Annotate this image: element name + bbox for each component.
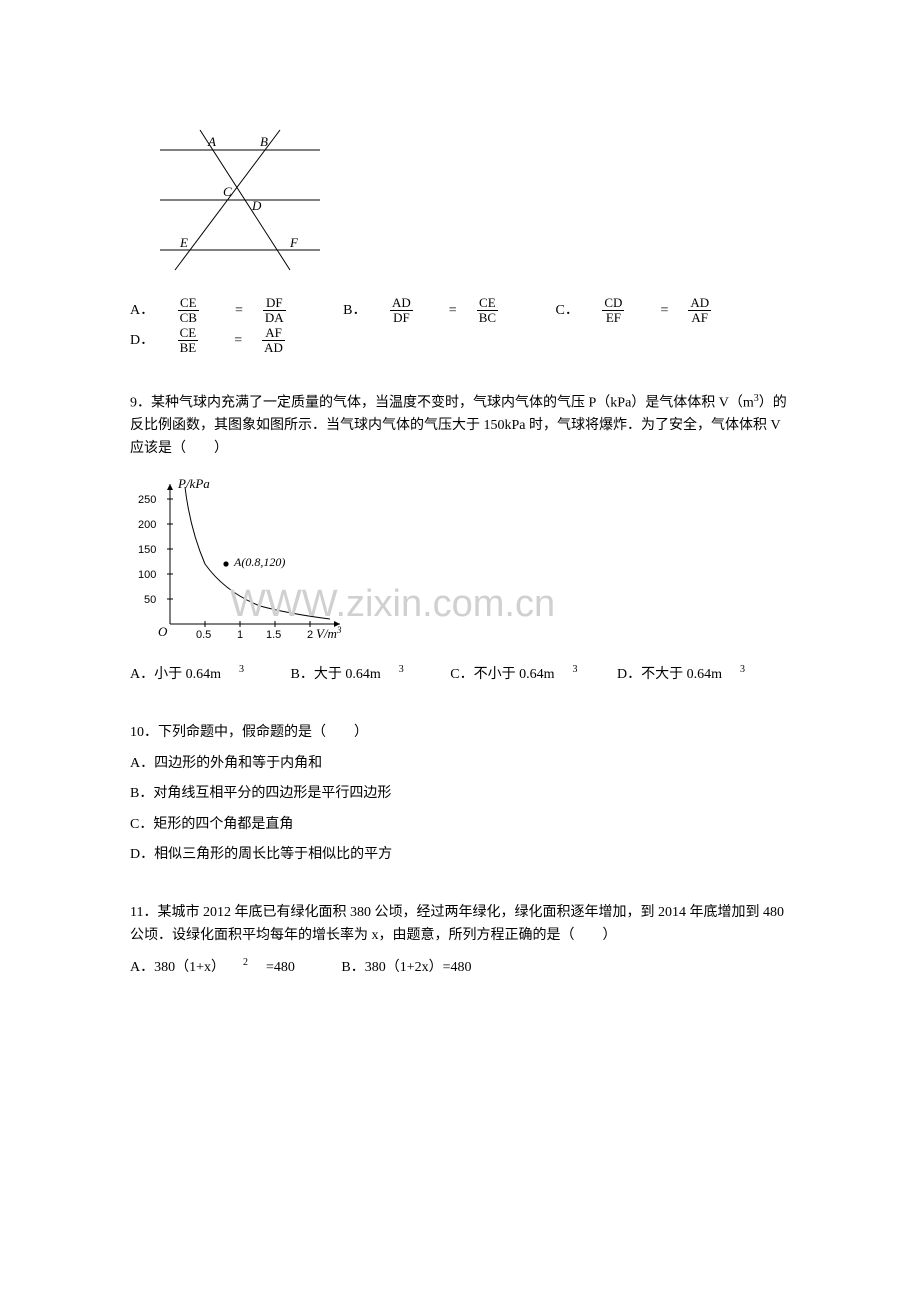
q8-opt-A: A． CECB=DFDA	[130, 303, 325, 318]
svg-text:1: 1	[237, 629, 243, 641]
svg-text:1.5: 1.5	[266, 629, 281, 641]
q9-opt-B: B．大于 0.64m3	[291, 667, 422, 682]
q10-stem: 10．下列命题中，假命题的是（ ）	[130, 722, 790, 744]
label-C: C	[223, 184, 232, 199]
q10-opt-C: C．矩形的四个角都是直角	[130, 814, 790, 836]
q8-opt-C: C． CDEF=ADAF	[556, 303, 748, 318]
q9-opt-A: A．小于 0.64m3	[130, 667, 262, 682]
label-D: D	[251, 198, 262, 213]
q11-options: A．380（1+x）2=480 B．380（1+2x）=480	[130, 955, 790, 979]
q8-diagram: A B C D E F	[130, 120, 350, 290]
q9-chart: 50 100 150 200 250 0.5 1 1.5 2 A(0.8,120…	[130, 474, 360, 644]
q10-opt-B: B．对角线互相平分的四边形是平行四边形	[130, 783, 790, 805]
q9-origin: O	[158, 624, 168, 639]
svg-text:2: 2	[307, 629, 313, 641]
svg-text:200: 200	[138, 519, 156, 531]
label-A: A	[207, 134, 216, 149]
q11-opt-B: B．380（1+2x）=480	[341, 960, 471, 975]
q8-options: A． CECB=DFDA B． ADDF=CEBC C． CDEF=ADAF D…	[130, 296, 790, 355]
label-F: F	[289, 235, 299, 250]
q10-opt-D: D．相似三角形的周长比等于相似比的平方	[130, 844, 790, 866]
svg-text:100: 100	[138, 569, 156, 581]
q9-stem: 9．某种气球内充满了一定质量的气体，当温度不变时，气球内气体的气压 P（kPa）…	[130, 391, 790, 460]
q11-opt-A: A．380（1+x）2=480	[130, 960, 313, 975]
svg-text:0.5: 0.5	[196, 629, 211, 641]
q8-opt-D: D． CEBE=AFAD	[130, 333, 321, 348]
svg-text:150: 150	[138, 544, 156, 556]
question-8: A B C D E F A． CECB=DFDA B． ADDF=CEBC C．…	[130, 120, 790, 355]
label-B: B	[260, 134, 268, 149]
question-11: 11．某城市 2012 年底已有绿化面积 380 公顷，经过两年绿化，绿化面积逐…	[130, 902, 790, 979]
label-E: E	[179, 235, 188, 250]
q9-opt-D: D．不大于 0.64m3	[617, 667, 763, 682]
q11-stem: 11．某城市 2012 年底已有绿化面积 380 公顷，经过两年绿化，绿化面积逐…	[130, 902, 790, 947]
svg-text:250: 250	[138, 494, 156, 506]
q10-opt-A: A．四边形的外角和等于内角和	[130, 753, 790, 775]
q9-ylabel: P/kPa	[177, 476, 210, 491]
q9-xlabel: V/m3	[316, 625, 342, 641]
question-9: 9．某种气球内充满了一定质量的气体，当温度不变时，气球内气体的气压 P（kPa）…	[130, 391, 790, 686]
q9-point-label: A(0.8,120)	[233, 555, 285, 569]
q9-options: A．小于 0.64m3 B．大于 0.64m3 C．不小于 0.64m3 D．不…	[130, 662, 790, 686]
q10-options: A．四边形的外角和等于内角和 B．对角线互相平分的四边形是平行四边形 C．矩形的…	[130, 753, 790, 867]
question-10: 10．下列命题中，假命题的是（ ） A．四边形的外角和等于内角和 B．对角线互相…	[130, 722, 790, 866]
svg-text:50: 50	[144, 594, 156, 606]
q8-opt-B: B． ADDF=CEBC	[343, 303, 537, 318]
q9-opt-C: C．不小于 0.64m3	[450, 667, 595, 682]
